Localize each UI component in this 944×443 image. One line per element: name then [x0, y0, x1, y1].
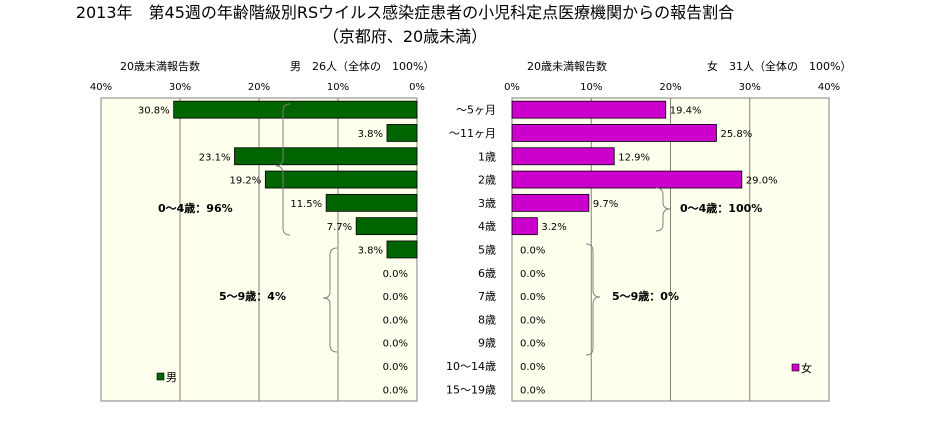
- female-panel-label: 20歳未満報告数: [527, 60, 607, 73]
- male-annotation-5-9: 5～9歳：4%: [219, 289, 286, 303]
- male-tick-label: 10%: [327, 82, 349, 93]
- male-bar: [355, 217, 418, 236]
- female-value-labels: 19.4% 25.8% 12.9% 29.0% 9.7% 3.2% 0.0% 0.0% 0.0%…: [520, 106, 778, 397]
- male-value-label: 23.1%: [199, 152, 231, 163]
- female-value-label: 0.0%: [520, 292, 545, 303]
- female-value-label: 19.4%: [670, 106, 702, 117]
- male-brace-0-4: [275, 103, 291, 236]
- age-category-label: ～5ヶ月: [456, 104, 496, 117]
- age-category-label: 2歳: [478, 174, 496, 187]
- male-tick-label: 0%: [409, 82, 425, 93]
- female-bar: [511, 147, 615, 166]
- male-bar: [386, 124, 418, 142]
- male-bar: [386, 240, 418, 259]
- male-value-label: 0.0%: [383, 339, 408, 350]
- female-value-label: 25.8%: [720, 129, 752, 140]
- female-tick-label: 40%: [818, 82, 840, 93]
- male-x-ticks: 40% 30% 20% 10% 0%: [90, 82, 425, 93]
- male-value-label: 0.0%: [383, 362, 408, 373]
- female-tick-label: 10%: [580, 82, 602, 93]
- age-category-label: 5歳: [478, 243, 496, 256]
- male-brace-5-9: [322, 247, 338, 353]
- chart-title: 2013年 第45週の年齢階級別RSウイルス感染症患者の小児科定点医療機関からの…: [75, 3, 735, 22]
- male-tick-label: 30%: [169, 82, 191, 93]
- female-legend-label: 女: [801, 361, 812, 375]
- male-value-label: 19.2%: [230, 176, 262, 187]
- male-bar: [234, 147, 418, 166]
- female-value-label: 12.9%: [618, 152, 650, 163]
- female-value-label: 0.0%: [520, 315, 545, 326]
- female-annotation-0-4: 0～4歳：100%: [680, 201, 762, 215]
- female-value-label: 9.7%: [593, 199, 618, 210]
- male-value-labels: 30.8% 3.8% 23.1% 19.2% 11.5% 7.7% 3.8% 0.0% 0.0%…: [138, 106, 408, 397]
- female-value-label: 0.0%: [520, 362, 545, 373]
- male-tick-label: 40%: [90, 82, 112, 93]
- male-annotation-0-4: 0～4歳：96%: [158, 201, 233, 215]
- female-value-label: 0.0%: [520, 269, 545, 280]
- male-value-label: 0.0%: [383, 292, 408, 303]
- age-category-label: ～11ヶ月: [449, 127, 496, 140]
- male-value-label: 11.5%: [290, 199, 322, 210]
- female-legend-swatch: [791, 363, 800, 372]
- female-value-label: 3.2%: [541, 222, 566, 233]
- age-category-label: 9歳: [478, 337, 496, 350]
- female-x-ticks: 0% 10% 20% 30% 40%: [504, 82, 840, 93]
- male-value-label: 30.8%: [138, 106, 170, 117]
- male-value-label: 7.7%: [327, 222, 352, 233]
- age-category-label: 15～19歳: [446, 383, 496, 396]
- female-bar: [511, 100, 667, 119]
- age-category-label: 3歳: [478, 197, 496, 210]
- male-bar: [173, 100, 418, 119]
- male-bars: [173, 100, 418, 259]
- male-bar: [325, 193, 418, 212]
- female-tick-label: 0%: [504, 82, 520, 93]
- female-tick-label: 30%: [739, 82, 761, 93]
- female-total-label: 女 31人（全体の 100%）: [707, 59, 851, 73]
- female-bar: [511, 217, 538, 236]
- male-value-label: 3.8%: [358, 129, 383, 140]
- age-category-label: 6歳: [478, 267, 496, 280]
- male-legend-label: 男: [166, 371, 177, 384]
- female-bar: [511, 193, 590, 212]
- chart-subtitle: （京都府、20歳未満）: [322, 27, 488, 46]
- female-value-label: 29.0%: [746, 176, 778, 187]
- female-brace-5-9: [585, 243, 601, 356]
- age-category-label: 8歳: [478, 313, 496, 326]
- male-total-label: 男 26人（全体の 100%）: [290, 59, 434, 73]
- female-bar: [511, 170, 743, 189]
- female-value-label: 0.0%: [520, 339, 545, 350]
- male-panel-label: 20歳未満報告数: [120, 60, 200, 73]
- male-value-label: 3.8%: [358, 245, 383, 256]
- age-category-label: 4歳: [478, 220, 496, 233]
- age-category-label: 1歳: [478, 150, 496, 163]
- age-category-labels: ～5ヶ月 ～11ヶ月 1歳 2歳 3歳 4歳 5歳 6歳 7歳 8歳 9歳 10～14歳 15～19歳: [446, 104, 496, 397]
- male-tick-label: 20%: [248, 82, 270, 93]
- male-bar: [264, 170, 418, 189]
- male-value-label: 0.0%: [383, 315, 408, 326]
- female-annotation-5-9: 5～9歳：0%: [612, 289, 679, 303]
- female-tick-label: 20%: [659, 82, 681, 93]
- female-brace-0-4: [655, 187, 671, 232]
- female-value-label: 0.0%: [520, 385, 545, 396]
- male-value-label: 0.0%: [383, 385, 408, 396]
- age-category-label: 7歳: [478, 290, 496, 303]
- age-category-label: 10～14歳: [446, 360, 496, 373]
- male-value-label: 0.0%: [383, 269, 408, 280]
- male-legend-swatch: [156, 372, 165, 381]
- female-bar: [511, 124, 717, 142]
- female-value-label: 0.0%: [520, 245, 545, 256]
- female-bars: [511, 100, 743, 236]
